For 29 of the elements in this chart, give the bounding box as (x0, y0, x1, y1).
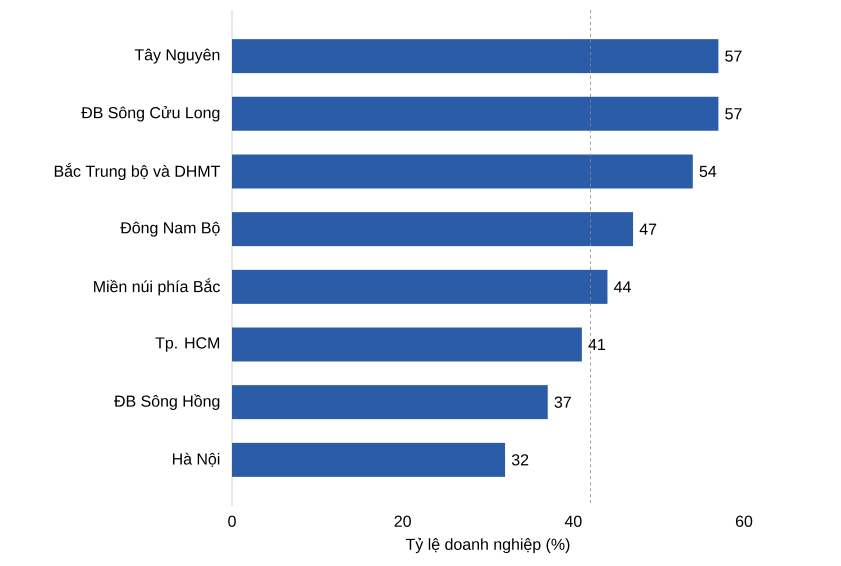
y-tick-label: Bắc Trung bộ và DHMT (54, 162, 220, 180)
y-tick-label: Đông Nam Bộ (120, 222, 220, 237)
data-label: 32 (512, 454, 528, 466)
data-label: 57 (725, 50, 742, 62)
data-label: 47 (640, 224, 656, 235)
x-tick-label: 40 (564, 516, 582, 527)
x-tick-label: 0 (228, 516, 236, 527)
x-axis-title: Tỷ lệ doanh nghiệp (%) (406, 538, 570, 554)
y-tick-label: Hà Nội (172, 452, 220, 467)
y-tick-label: ĐB Sông Hồng (114, 394, 220, 410)
bar (232, 96, 718, 131)
bar (232, 154, 693, 188)
data-label: 44 (614, 281, 631, 292)
y-tick-label: Miền núi phía Bắc (94, 278, 220, 296)
bar (232, 442, 506, 477)
data-label: 41 (588, 339, 606, 350)
x-tick-label: 20 (394, 516, 411, 527)
x-tick-label: 60 (736, 516, 752, 527)
bar (232, 270, 608, 304)
bar (232, 39, 718, 74)
bar (232, 385, 548, 420)
data-label: 54 (700, 166, 716, 178)
data-label: 57 (725, 108, 742, 120)
data-label: 37 (554, 396, 571, 408)
y-tick-label: ĐB Sông Cửu Long (81, 106, 220, 122)
bar (232, 212, 634, 246)
y-tick-label: Tp. HCM (155, 337, 220, 352)
bar (232, 328, 582, 362)
y-tick-label: Tây Nguyên (134, 48, 220, 64)
